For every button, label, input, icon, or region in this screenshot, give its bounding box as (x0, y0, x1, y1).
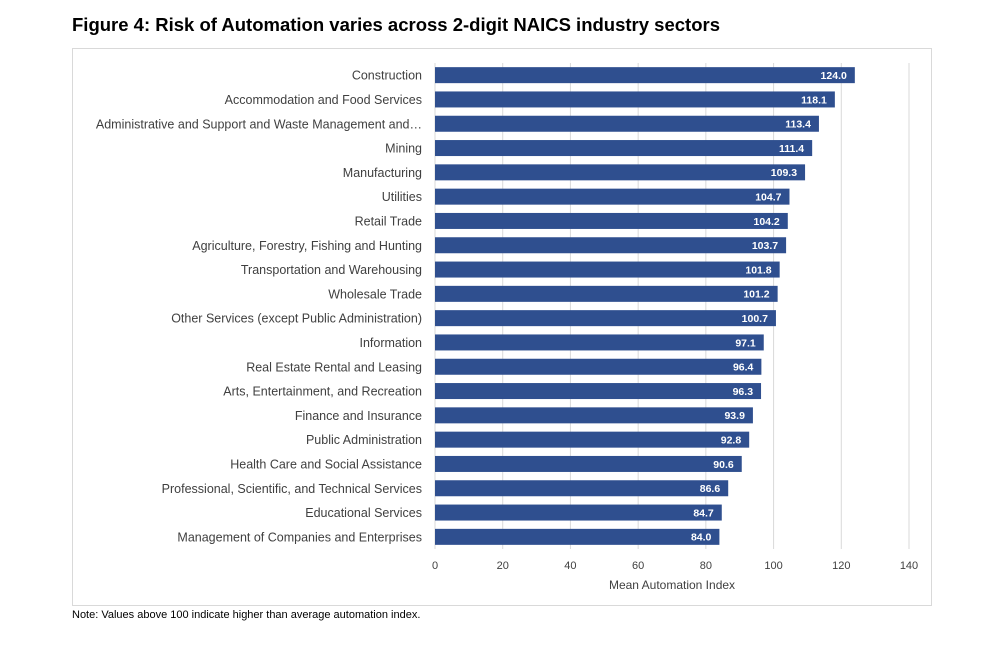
data-label: 96.3 (733, 386, 754, 398)
gridlines (434, 63, 910, 549)
x-tick-label: 60 (632, 560, 644, 572)
category-label: Construction (352, 69, 422, 83)
data-label: 84.7 (693, 507, 714, 519)
category-label: Arts, Entertainment, and Recreation (223, 385, 422, 399)
bar (435, 455, 742, 472)
data-label: 118.1 (801, 94, 827, 106)
x-tick-labels: 0 20 40 60 80 100 120 140 (432, 560, 918, 572)
data-label: 113.4 (785, 119, 811, 131)
figure-note: Note: Values above 100 indicate higher t… (72, 609, 421, 621)
data-label: 100.7 (742, 313, 768, 325)
category-label: Public Administration (306, 433, 422, 447)
x-tick-label: 20 (497, 560, 509, 572)
x-tick-label: 80 (700, 560, 712, 572)
bars (435, 67, 855, 545)
x-axis-title: Mean Automation Index (609, 578, 735, 592)
category-label: Retail Trade (355, 214, 422, 228)
bar (435, 310, 776, 327)
category-label: Wholesale Trade (328, 287, 422, 301)
category-label: Mining (385, 142, 422, 156)
data-label: 90.6 (713, 459, 734, 471)
data-label: 97.1 (735, 337, 756, 349)
category-label: Management of Companies and Enterprises (177, 530, 422, 544)
category-label: Information (359, 336, 422, 350)
bar (435, 164, 806, 181)
bar (435, 431, 750, 448)
bar (435, 358, 762, 375)
data-label: 93.9 (724, 410, 745, 422)
category-label: Manufacturing (343, 166, 422, 180)
x-tick-label: 0 (432, 560, 438, 572)
bar (435, 140, 813, 157)
figure-title: Figure 4: Risk of Automation varies acro… (72, 14, 720, 35)
bar (435, 212, 788, 229)
category-label: Professional, Scientific, and Technical … (162, 482, 422, 496)
data-label: 92.8 (721, 434, 742, 446)
bar (435, 334, 764, 351)
data-labels: 124.0 118.1 113.4 111.4 109.3 104.7 104.2 103.7… (691, 70, 847, 544)
bar (435, 383, 762, 400)
category-label: Agriculture, Forestry, Fishing and Hunti… (192, 239, 422, 253)
x-tick-label: 100 (764, 560, 782, 572)
x-tick-label: 120 (832, 560, 850, 572)
category-label: Utilities (382, 190, 422, 204)
data-label: 103.7 (752, 240, 778, 252)
x-tick-label: 40 (564, 560, 576, 572)
category-label: Health Care and Social Assistance (230, 457, 422, 471)
data-label: 109.3 (771, 167, 797, 179)
data-label: 111.4 (779, 143, 804, 155)
category-labels: Construction Accommodation and Food Servi… (96, 69, 422, 545)
bar (435, 115, 819, 132)
data-label: 124.0 (821, 70, 847, 82)
data-label: 104.7 (755, 191, 781, 203)
bar (435, 504, 722, 521)
bar-chart: Construction Accommodation and Food Servi… (96, 63, 918, 592)
bar (435, 237, 787, 254)
x-tick-label: 140 (900, 560, 918, 572)
bar (435, 528, 720, 545)
chart-frame: Construction Accommodation and Food Servi… (72, 48, 932, 606)
bar (435, 91, 835, 108)
bar (435, 188, 790, 205)
data-label: 104.2 (754, 216, 780, 228)
bar (435, 285, 778, 302)
category-label: Other Services (except Public Administra… (171, 312, 422, 326)
data-label: 101.8 (745, 264, 771, 276)
bar (435, 480, 729, 497)
bar (435, 261, 780, 278)
data-label: 101.2 (743, 289, 769, 301)
category-label: Real Estate Rental and Leasing (246, 360, 422, 374)
bar (435, 407, 753, 424)
category-label: Transportation and Warehousing (241, 263, 422, 277)
category-label: Administrative and Support and Waste Man… (96, 117, 422, 131)
data-label: 96.4 (733, 362, 754, 374)
category-label: Accommodation and Food Services (225, 93, 422, 107)
bar (435, 67, 855, 84)
data-label: 86.6 (700, 483, 721, 495)
data-label: 84.0 (691, 532, 712, 544)
category-label: Finance and Insurance (295, 409, 422, 423)
category-label: Educational Services (305, 506, 422, 520)
